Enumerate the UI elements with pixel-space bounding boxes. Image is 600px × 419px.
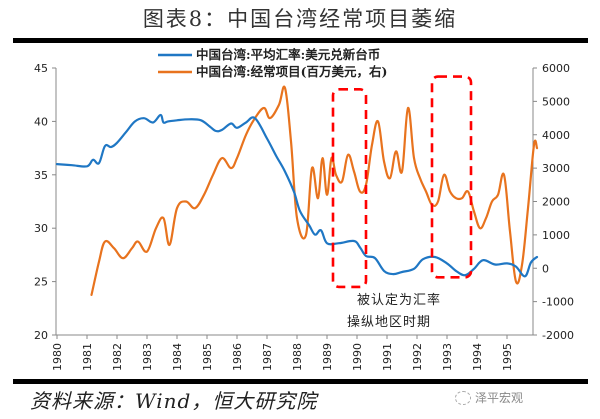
right-axis-tick-label: 3000 [542,162,570,175]
x-axis-tick-label: 1995 [501,343,514,371]
legend-label-current-account: 中国台湾:经常项目(百万美元，右) [196,64,387,79]
x-axis-tick-label: 1992 [411,343,424,371]
left-axis-tick-label: 45 [34,62,48,75]
source-note: 资料来源：Wind，恒大研究院 [30,389,318,413]
manipulation-period-box-2 [430,75,473,279]
left-axis-tick-label: 40 [34,115,48,128]
annotations [331,75,473,289]
left-axis-tick-label: 30 [34,222,48,235]
right-axis-tick-label: 1000 [542,229,570,242]
right-axis-tick-label: 5000 [542,95,570,108]
wechat-icon [455,390,471,405]
left-axis-tick-label: 35 [34,169,48,182]
annotation-text: 被认定为汇率 操纵地区时期 [347,292,441,330]
title-divider [13,38,588,43]
x-axis-tick-label: 1984 [171,343,184,371]
x-axis-tick-label: 1990 [351,343,364,371]
chart: 20 25 30 35 40 45 -2000 -1000 0 1000 2000 3000 4000 5… [34,47,574,371]
series-line-current-account [90,85,539,296]
watermark: 泽平宏观 [455,389,523,406]
left-axis-tick-label: 20 [34,329,48,342]
x-axis-tick-label: 1982 [111,343,124,371]
chart-title: 图表8：中国台湾经常项目萎缩 [142,7,458,31]
x-axis-tick-label: 1988 [291,343,304,371]
series-line-exchange-rate [55,113,539,278]
watermark-text: 泽平宏观 [475,391,524,405]
right-axis-tick-label: -1000 [542,296,574,309]
right-axis-tick-label: 0 [542,262,549,275]
x-axis-tick-label: 1981 [81,343,94,371]
legend-label-exchange-rate: 中国台湾:平均汇率:美元兑新台币 [196,47,380,62]
x-axis-tick-label: 1987 [261,343,274,371]
right-axis-tick-label: 6000 [542,62,570,75]
x-axis-tick-label: 1991 [381,343,394,371]
right-axis-tick-label: 4000 [542,129,570,142]
annotation-line-1: 被认定为汇率 [357,292,441,308]
legend: 中国台湾:平均汇率:美元兑新台币 中国台湾:经常项目(百万美元，右) [158,47,387,79]
x-axis-tick-label: 1983 [141,343,154,371]
manipulation-period-box-1 [331,88,368,289]
x-axis-tick-label: 1993 [441,343,454,371]
annotation-line-2: 操纵地区时期 [347,314,431,330]
right-axis-tick-label: -2000 [542,329,574,342]
left-axis-tick-label: 25 [34,276,48,289]
x-axis-tick-label: 1985 [201,343,214,371]
right-axis-tick-label: 2000 [542,196,570,209]
x-axis-tick-label: 1994 [471,343,484,371]
x-axis-tick-label: 1980 [51,343,64,371]
x-axis-tick-label: 1989 [321,343,334,371]
x-axis-tick-label: 1986 [231,343,244,371]
axes: 20 25 30 35 40 45 -2000 -1000 0 1000 2000 3000 4000 5… [34,62,574,371]
source-divider [13,379,588,384]
series-group [55,85,539,296]
